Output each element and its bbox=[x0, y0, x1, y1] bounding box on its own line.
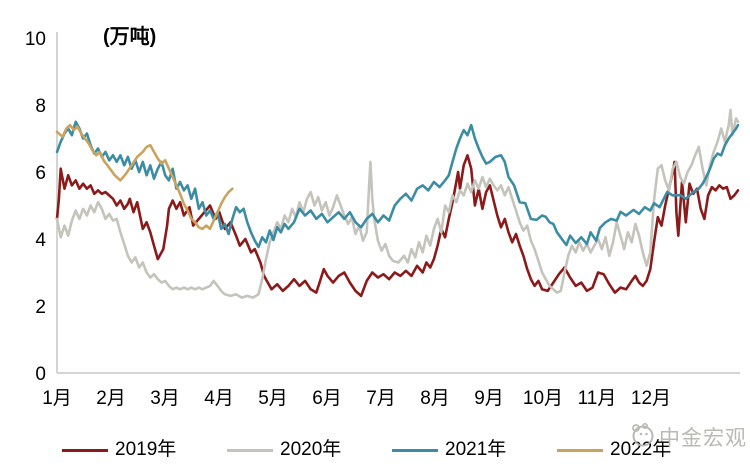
watermark: 中金宏观 bbox=[629, 421, 747, 453]
series-line-2022年 bbox=[55, 123, 234, 231]
x-axis-tick-label: 8月 bbox=[420, 388, 450, 409]
series-line-2020年 bbox=[55, 108, 740, 299]
x-axis-tick-label: 7月 bbox=[366, 388, 396, 409]
y-axis-tick-label: 0 bbox=[35, 364, 46, 385]
y-axis-unit-label: (万吨) bbox=[103, 26, 157, 48]
series-line-2021年 bbox=[55, 120, 740, 249]
series-line-2019年 bbox=[55, 154, 740, 298]
y-axis-tick-label: 6 bbox=[35, 163, 46, 184]
x-axis-tick-label: 3月 bbox=[150, 388, 180, 409]
y-axis-tick-label: 4 bbox=[35, 230, 46, 251]
x-axis-tick-label: 5月 bbox=[258, 388, 288, 409]
y-axis-tick-label: 2 bbox=[35, 297, 46, 318]
x-axis-tick-label: 4月 bbox=[204, 388, 234, 409]
x-axis-tick-label: 1月 bbox=[42, 388, 72, 409]
x-axis-tick-label: 6月 bbox=[312, 388, 342, 409]
watermark-text: 中金宏观 bbox=[659, 426, 747, 450]
x-axis-tick-label: 9月 bbox=[474, 388, 504, 409]
cicc-logo-icon bbox=[629, 421, 656, 453]
x-axis-tick-label: 12月 bbox=[631, 388, 671, 409]
x-axis-tick-label: 11月 bbox=[578, 388, 617, 409]
x-axis-tick-label: 2月 bbox=[96, 388, 126, 409]
y-axis-tick-label: 8 bbox=[35, 96, 46, 117]
y-axis-tick-label: 10 bbox=[25, 29, 46, 50]
x-axis-tick-label: 10月 bbox=[523, 388, 563, 409]
